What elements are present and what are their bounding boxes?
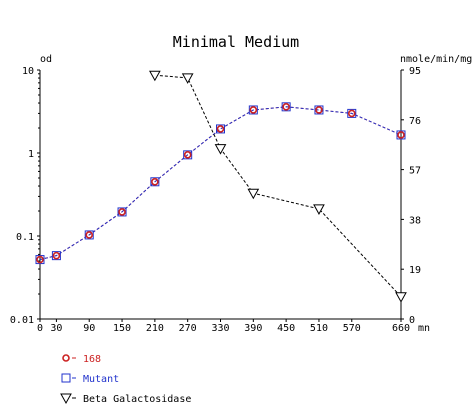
data-point-triangle [214, 144, 227, 155]
x-tick-label: 450 [277, 323, 295, 334]
x-tick-label: 660 [392, 323, 410, 334]
data-point-triangle [149, 70, 161, 82]
data-point-circle [118, 208, 126, 216]
data-point-circle [216, 125, 225, 133]
data-point-triangle [313, 204, 325, 215]
data-point-square [84, 230, 94, 240]
data-point-square [314, 105, 324, 115]
data-point-square [216, 124, 225, 134]
series-markers [35, 70, 407, 303]
right-tick-label: 19 [409, 265, 421, 276]
data-point-circle [249, 106, 258, 114]
data-point-circle [36, 255, 44, 264]
legend-marker-circle [62, 354, 70, 362]
left-tick-label: 0.01 [10, 315, 34, 326]
axis-ticks: 0 30 90 150 210 270 330 390 450 510 570 6601010.10.… [10, 66, 421, 334]
right-tick-label: 57 [409, 166, 421, 177]
data-point-circle [151, 177, 159, 186]
x-tick-label: 270 [179, 323, 197, 334]
series-lines [39, 74, 402, 298]
data-point-circle [183, 151, 192, 159]
data-point-circle [52, 251, 61, 260]
right-tick-label: 0 [409, 315, 415, 326]
legend-label: Mutant [83, 374, 119, 385]
data-point-square [117, 207, 127, 217]
data-point-triangle [247, 188, 260, 200]
data-point-circle [315, 106, 323, 114]
data-point-square [183, 150, 193, 160]
data-point-square [281, 102, 291, 112]
legend-label: 168 [83, 354, 101, 365]
data-point-square [35, 255, 45, 265]
x-tick-label: 0 [37, 323, 43, 334]
data-point-square [248, 105, 258, 115]
legend-marker-triangle [60, 393, 72, 405]
right-tick-label: 38 [409, 215, 421, 226]
right-tick-label: 76 [409, 116, 421, 127]
data-point-square [150, 177, 160, 187]
series-line-0 [39, 106, 402, 261]
x-tick-label: 330 [211, 323, 229, 334]
legend-marker-square [61, 373, 71, 383]
data-point-square [51, 251, 61, 261]
right-tick-label: 95 [409, 66, 421, 77]
right-axis-label: nmole/min/mg [400, 54, 472, 65]
data-point-square [396, 130, 406, 140]
left-tick-label: 0.1 [16, 232, 34, 243]
data-point-triangle [395, 292, 407, 303]
left-tick-label: 1 [28, 149, 34, 160]
legend-label: Beta Galactosidase [83, 394, 191, 405]
left-axis-label: od [40, 54, 52, 65]
data-point-triangle [181, 73, 194, 84]
legend: 168 Mutant Beta Galactosidase [60, 354, 191, 405]
data-point-circle [282, 103, 290, 111]
data-point-circle [397, 131, 405, 139]
x-tick-label: 510 [310, 323, 328, 334]
data-point-square [347, 108, 357, 118]
x-axis-unit-label: mn [418, 323, 430, 334]
x-tick-label: 570 [343, 323, 361, 334]
x-tick-label: 90 [83, 323, 95, 334]
x-tick-label: 150 [113, 323, 131, 334]
left-tick-label: 10 [22, 66, 34, 77]
x-tick-label: 210 [146, 323, 164, 334]
x-tick-label: 30 [50, 323, 62, 334]
data-point-circle [347, 109, 356, 118]
series-line-2 [154, 74, 402, 298]
data-point-circle [85, 231, 94, 239]
series-line-1 [39, 106, 402, 261]
x-tick-label: 390 [244, 323, 262, 334]
chart-title: Minimal Medium [173, 33, 299, 51]
